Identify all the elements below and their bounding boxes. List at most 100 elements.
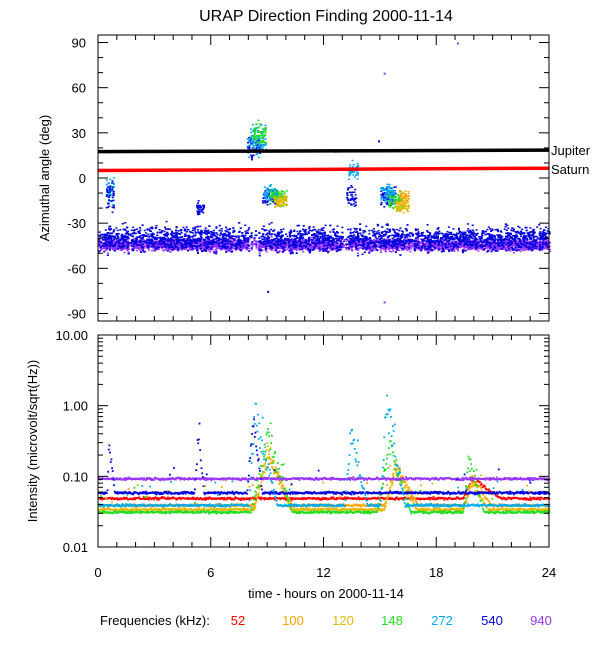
point-940 [138, 241, 141, 243]
point-940 [321, 249, 324, 251]
point-940 [288, 247, 290, 249]
point-940 [391, 248, 394, 250]
point-940 [345, 248, 348, 251]
point-940 [289, 247, 292, 249]
point-940 [156, 248, 159, 251]
point-940 [310, 244, 313, 247]
point-940 [364, 239, 367, 241]
point-940 [360, 241, 363, 243]
point-940 [512, 242, 515, 244]
point-940 [217, 246, 219, 248]
point-940 [452, 244, 455, 247]
point-940 [506, 243, 509, 245]
point-940 [521, 247, 524, 249]
point-540 [226, 242, 229, 245]
point-940 [137, 243, 140, 245]
point-940 [457, 248, 459, 250]
point-940 [424, 242, 427, 245]
point-940 [511, 245, 513, 248]
point-940 [410, 245, 413, 247]
point-940 [258, 243, 261, 246]
point-940 [225, 244, 228, 247]
point-940 [310, 245, 313, 248]
point-940 [416, 239, 419, 241]
point-940 [186, 246, 189, 248]
point-940 [327, 246, 330, 249]
point-940 [268, 236, 271, 239]
point-940 [355, 249, 358, 251]
point-940 [437, 249, 440, 251]
point-940 [246, 245, 249, 247]
point-940 [250, 243, 253, 245]
point-940 [491, 243, 494, 245]
point-940 [467, 247, 470, 249]
point-940 [476, 248, 479, 250]
point-940 [105, 247, 108, 249]
point-940 [340, 239, 343, 241]
point-940 [98, 242, 100, 245]
point-940 [201, 248, 204, 250]
point-940 [155, 239, 158, 241]
point-940 [237, 246, 240, 248]
point-940 [215, 238, 218, 241]
point-940 [270, 236, 273, 238]
point-540 [538, 247, 541, 250]
point-940 [161, 248, 164, 250]
point-940 [493, 243, 496, 245]
point-540 [171, 248, 174, 251]
point-940 [155, 244, 158, 246]
point-940 [213, 244, 216, 246]
point-940 [312, 238, 315, 240]
point-940 [547, 239, 550, 241]
point-940 [446, 245, 449, 247]
point-940 [202, 243, 205, 245]
point-940 [233, 247, 236, 250]
point-940 [173, 243, 176, 245]
point-940 [536, 243, 539, 245]
point-940 [402, 247, 404, 249]
point-940 [110, 247, 113, 249]
point-940 [419, 245, 422, 248]
point-940 [531, 248, 534, 250]
point-940 [319, 249, 322, 251]
point-940 [128, 245, 131, 247]
point-940 [513, 241, 516, 243]
point-940 [466, 246, 469, 248]
point-940 [165, 239, 167, 241]
point-940 [521, 247, 524, 250]
point-940 [397, 247, 400, 249]
point-940 [164, 248, 167, 250]
point-940 [313, 246, 316, 249]
point-940 [504, 236, 507, 239]
point-940 [283, 248, 286, 250]
point-940 [434, 243, 437, 246]
scatter-group-540 [98, 220, 551, 257]
point-940 [325, 249, 328, 251]
point-940 [289, 243, 292, 245]
point-940 [213, 251, 216, 253]
point-940 [356, 242, 359, 244]
point-540 [513, 240, 516, 242]
point-940 [505, 239, 508, 242]
point-940 [453, 250, 456, 252]
point-940 [234, 237, 237, 239]
point-940 [230, 245, 233, 247]
point-940 [350, 245, 353, 247]
point-940 [135, 249, 138, 252]
point-940 [471, 239, 474, 242]
point-940 [473, 247, 475, 249]
point-940 [195, 246, 197, 248]
point-940 [316, 243, 319, 246]
point-940 [243, 247, 246, 249]
point-940 [258, 252, 261, 254]
point-940 [506, 249, 509, 252]
point-540 [260, 242, 263, 245]
point-940 [299, 247, 302, 250]
point-940 [197, 244, 200, 247]
point-540 [278, 238, 281, 240]
point-940 [140, 238, 143, 241]
point-940 [224, 248, 227, 251]
point-940 [253, 239, 256, 241]
point-940 [495, 246, 498, 248]
point-940 [357, 249, 360, 251]
